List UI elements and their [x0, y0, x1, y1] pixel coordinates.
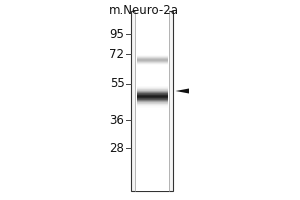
Bar: [136, 86, 168, 87]
Bar: [136, 88, 168, 89]
Polygon shape: [176, 89, 189, 94]
Text: 72: 72: [110, 47, 124, 60]
Bar: [136, 60, 168, 61]
Bar: [136, 96, 168, 97]
Bar: [136, 64, 168, 65]
Bar: [136, 105, 168, 106]
Bar: [130, 11, 172, 191]
Bar: [136, 59, 168, 60]
Bar: [136, 106, 168, 107]
Bar: [136, 56, 168, 57]
Bar: [136, 92, 168, 93]
Bar: [136, 61, 168, 62]
Bar: [136, 104, 168, 105]
Text: 95: 95: [110, 27, 124, 40]
Text: m.Neuro-2a: m.Neuro-2a: [109, 4, 179, 17]
Bar: [136, 107, 168, 108]
Bar: [136, 94, 168, 95]
Text: 36: 36: [110, 114, 124, 127]
Bar: [136, 95, 168, 96]
Bar: [136, 97, 168, 98]
Bar: [136, 101, 168, 102]
Bar: [136, 87, 168, 88]
Bar: [136, 102, 168, 103]
Bar: [136, 99, 168, 100]
Text: 55: 55: [110, 77, 124, 90]
Bar: [136, 91, 168, 92]
Bar: [136, 58, 168, 59]
Bar: [135, 11, 169, 191]
Bar: [136, 90, 168, 91]
Bar: [136, 57, 168, 58]
Bar: [136, 93, 168, 94]
Bar: [136, 100, 168, 101]
Text: 28: 28: [110, 142, 124, 154]
Bar: [136, 103, 168, 104]
Bar: [136, 55, 168, 56]
Bar: [136, 62, 168, 63]
Bar: [136, 98, 168, 99]
Bar: [136, 89, 168, 90]
Bar: [136, 63, 168, 64]
